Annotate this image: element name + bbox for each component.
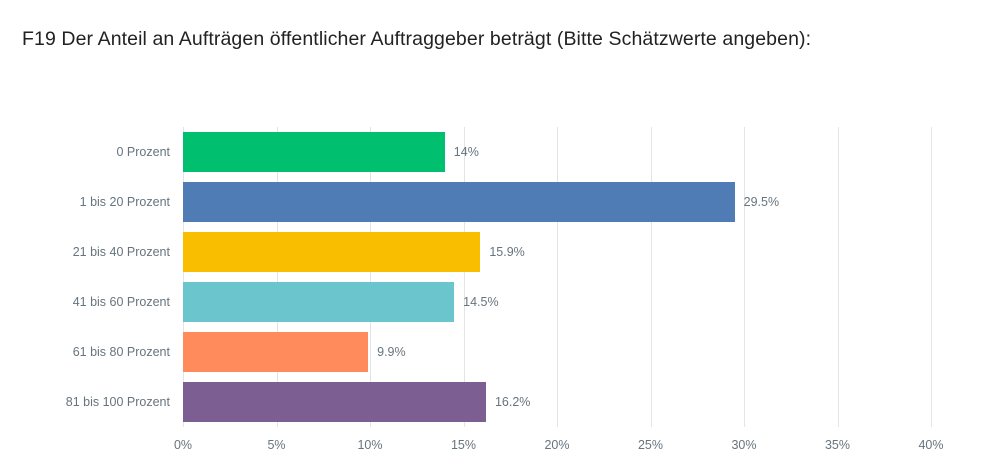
bar-81-bis-100-prozent xyxy=(183,382,486,422)
category-label: 81 bis 100 Prozent xyxy=(65,395,170,409)
x-tick-label: 5% xyxy=(267,438,286,452)
x-tick-label: 10% xyxy=(357,438,383,452)
value-label: 29.5% xyxy=(743,195,780,209)
bar-0-prozent xyxy=(183,132,445,172)
category-label: 0 Prozent xyxy=(116,145,170,159)
value-label: 14% xyxy=(453,145,479,159)
bar-1-bis-20-prozent xyxy=(183,182,735,222)
x-tick-label: 15% xyxy=(450,438,477,452)
gridline-30% xyxy=(744,127,745,427)
category-label: 21 bis 40 Prozent xyxy=(72,245,170,259)
gridline-20% xyxy=(557,127,558,427)
bar-row: 81 bis 100 Prozent 16.2% xyxy=(66,377,931,427)
category-label: 41 bis 60 Prozent xyxy=(72,295,170,309)
x-tick-label: 30% xyxy=(731,438,757,452)
category-label: 61 bis 80 Prozent xyxy=(72,345,170,359)
value-label: 14.5% xyxy=(463,295,499,309)
gridline-25% xyxy=(650,127,652,427)
value-label: 15.9% xyxy=(489,245,525,259)
value-label: 16.2% xyxy=(494,395,531,409)
value-label: 9.9% xyxy=(377,345,406,359)
gridline-35% xyxy=(837,127,839,427)
x-tick-label: 25% xyxy=(637,438,664,452)
x-tick-label: 40% xyxy=(918,438,944,452)
bar-61-bis-80-prozent xyxy=(183,332,369,372)
x-tick-label: 0% xyxy=(173,438,193,452)
bar-row: 41 bis 60 Prozent 14.5% xyxy=(73,277,931,327)
x-tick-label: 35% xyxy=(824,438,851,452)
bar-row: 61 bis 80 Prozent 9.9% xyxy=(73,327,931,377)
gridline-10% xyxy=(370,127,371,427)
x-tick-label: 20% xyxy=(544,438,570,452)
bar-row: 21 bis 40 Prozent 15.9% xyxy=(73,227,931,277)
chart-title: F19 Der Anteil an Aufträgen öffentlicher… xyxy=(22,28,812,50)
gridline-5% xyxy=(276,127,278,427)
bar-21-bis-40-prozent xyxy=(183,232,481,272)
plot-area: 0 Prozent 14% 1 bis 20 Prozent 29.5% 21 bis … xyxy=(66,127,944,452)
gridline-40% xyxy=(931,127,932,427)
bar-row: 1 bis 20 Prozent 29.5% xyxy=(80,177,931,227)
bar-row: 0 Prozent 14% xyxy=(116,127,931,177)
bar-rows: 0 Prozent 14% 1 bis 20 Prozent 29.5% 21 bis … xyxy=(66,127,931,427)
bar-41-bis-60-prozent xyxy=(183,282,455,322)
category-label: 1 bis 20 Prozent xyxy=(79,195,170,209)
x-axis: 0% 5% 10% 15% 20% 25% 30% 35% 40% xyxy=(174,427,944,457)
gridline-15% xyxy=(463,127,465,427)
gridline-0% xyxy=(183,127,184,427)
